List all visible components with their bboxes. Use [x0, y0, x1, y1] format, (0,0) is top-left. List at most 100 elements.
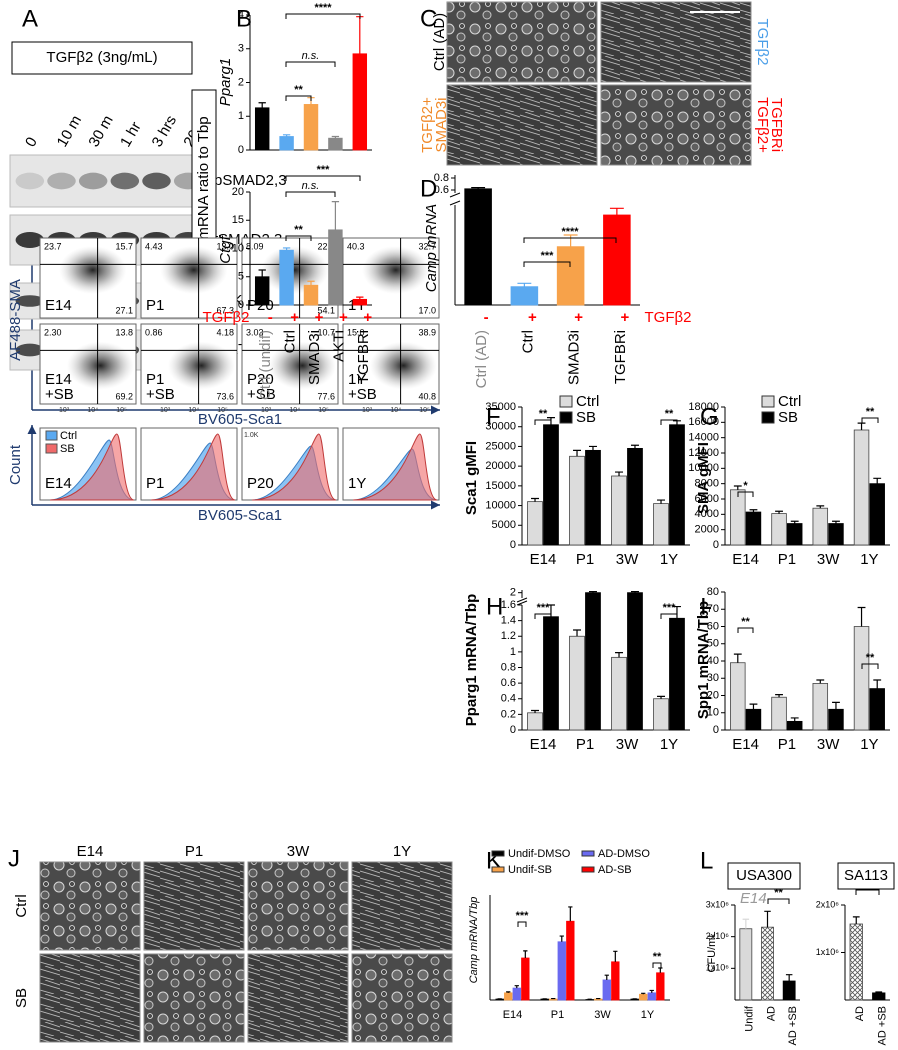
error-bar [531, 497, 540, 502]
significance-label: ** [774, 887, 783, 899]
treatment-label: TGFβ2 [203, 309, 250, 326]
panel-label: A [22, 5, 38, 32]
quadrant-value: 13.8 [115, 327, 133, 337]
significance-bracket [737, 491, 754, 497]
column-label: E14 [77, 843, 104, 860]
axis-label: AF488-SMA [7, 279, 24, 361]
x-tick-label: SMAD3i [566, 330, 583, 385]
micrograph [600, 1, 752, 83]
axis-label: mRNA ratio to Tbp [195, 116, 212, 239]
histogram-sb [352, 433, 438, 501]
quadrant-value: 40.3 [347, 241, 365, 251]
error-bar [630, 444, 639, 449]
timepoint-label: 30 m [85, 113, 116, 150]
bar [566, 920, 575, 1001]
significance-label: ** [866, 652, 875, 664]
sample-label: P1 [146, 475, 164, 492]
image-label: TGFBRi [768, 98, 785, 152]
sample-label: +SB [247, 386, 276, 403]
error-bar [785, 974, 793, 981]
y-tick-label: 15000 [485, 480, 516, 492]
x-tick-label: E14 [503, 1009, 523, 1021]
error-bar [658, 967, 663, 973]
bar [543, 616, 559, 731]
significance-bracket [652, 962, 662, 968]
micrograph [351, 861, 453, 951]
significance-label: ** [539, 408, 548, 420]
x-tick-label: P1 [778, 736, 796, 753]
legend-swatch [491, 866, 505, 873]
bar [771, 696, 787, 731]
bar [647, 992, 656, 1001]
y-axis-label: Spp1 mRNA/Tbp [695, 601, 712, 719]
bar [352, 53, 368, 151]
significance-bracket [285, 95, 312, 101]
legend-swatch [559, 395, 573, 408]
bar [611, 475, 627, 546]
significance-bracket [517, 921, 527, 927]
y-tick-label: 20000 [485, 460, 516, 472]
significance-bracket [660, 613, 678, 619]
x-tick-label: 1Y [860, 736, 878, 753]
blot-band [47, 172, 76, 190]
quadrant-value: 27.1 [115, 305, 133, 315]
y-tick-label: 80 [707, 586, 719, 598]
y-tick-label: 1x10⁶ [816, 947, 840, 957]
y-tick-label: 2000 [695, 524, 719, 536]
y-axis-label: Sca1 gMFI [463, 441, 480, 515]
significance-bracket [737, 627, 754, 633]
bar [828, 708, 844, 731]
bar [556, 246, 585, 306]
treatment-sign: + [574, 309, 583, 326]
error-bar [588, 445, 597, 451]
tick-label: 10⁵ [217, 407, 228, 414]
legend-swatch [45, 430, 58, 441]
y-tick-label: 4 [238, 9, 244, 21]
image-label: SMAD3i [433, 97, 450, 152]
bar [653, 503, 669, 546]
y-tick-label: 0 [510, 724, 516, 736]
y-axis-label: Camp mRNA/Tbp [468, 897, 480, 984]
quadrant-value: 67.3 [216, 305, 234, 315]
micrograph [247, 953, 349, 1043]
error-bar [563, 234, 578, 247]
sample-label: +SB [348, 386, 377, 403]
significance-label: ** [294, 224, 303, 236]
legend-label: AD-SB [598, 864, 632, 876]
bar [254, 107, 270, 151]
y-tick-label: 0 [510, 539, 516, 551]
bar [303, 104, 319, 151]
legend-label: Undif-SB [508, 864, 552, 876]
image-label: TGFβ2+ [419, 97, 436, 153]
sample-label: E14 [45, 371, 72, 388]
error-bar [615, 652, 624, 658]
treatment-label: TGFβ2 (3ng/mL) [46, 49, 157, 66]
micrograph [351, 953, 453, 1043]
error-bar [514, 985, 519, 989]
y-axis-label: SMA gMFI [695, 442, 712, 514]
y-tick-label: 2 [510, 587, 516, 599]
y-tick-label: 8000 [695, 478, 719, 490]
bar [585, 449, 601, 546]
image-label: TGFβ2 [754, 19, 771, 66]
y-tick-label: 10000 [485, 499, 516, 511]
legend-label: Ctrl [576, 393, 599, 410]
error-bar [775, 510, 783, 514]
bar [254, 276, 270, 306]
x-tick-label: P1 [778, 551, 796, 568]
bar [771, 513, 787, 546]
tick-label: 10⁵ [116, 407, 127, 414]
error-bar [506, 991, 511, 993]
x-tick-label: P1 [576, 551, 594, 568]
legend-label: SB [778, 409, 798, 426]
image-label: TGFβ2+ [754, 97, 771, 153]
panel-label: I [700, 593, 707, 620]
error-bar [471, 187, 486, 189]
error-bar [875, 991, 883, 993]
treatment-sign: - [268, 309, 273, 326]
bar [352, 298, 368, 306]
x-tick-label: 1Y [641, 1009, 655, 1021]
micrograph [247, 861, 349, 951]
error-bar [331, 135, 340, 139]
significance-bracket [861, 663, 879, 669]
